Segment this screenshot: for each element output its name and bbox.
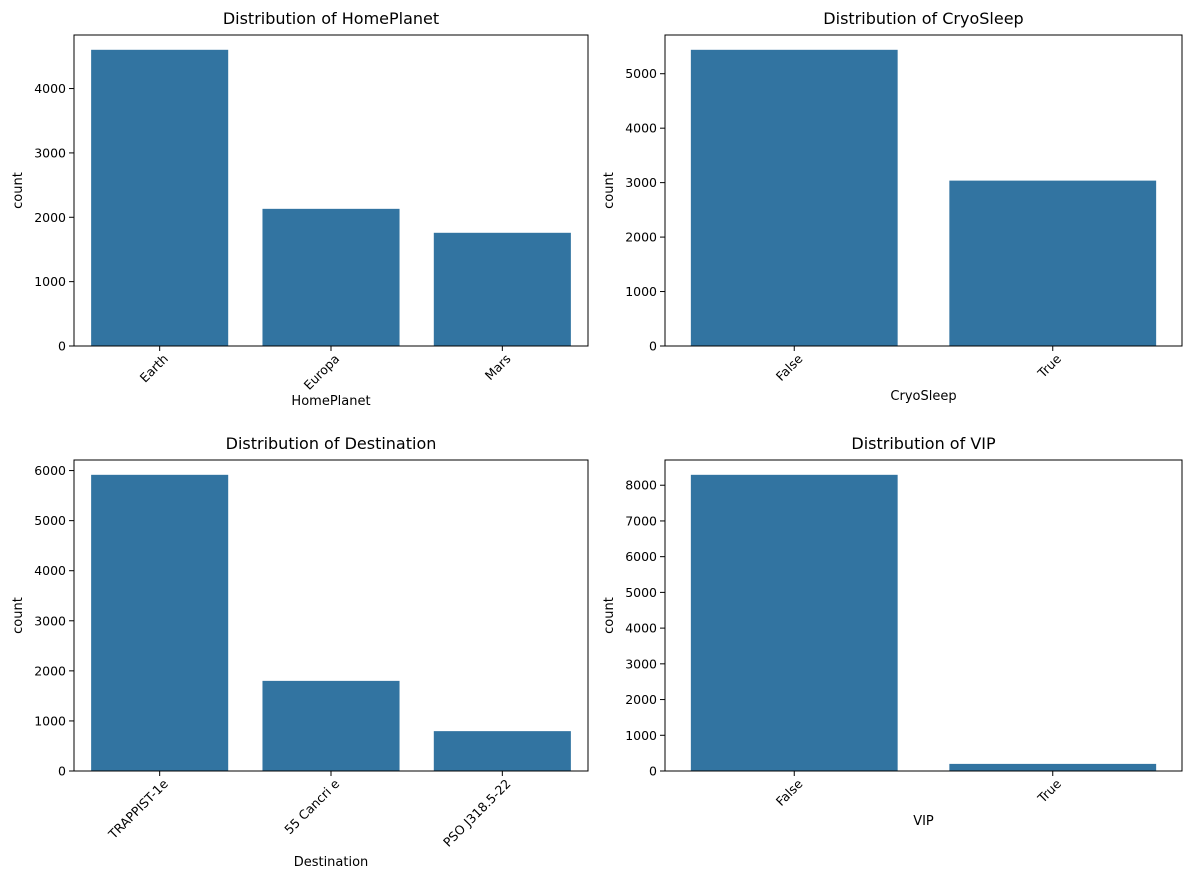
x-tick-label: False [773,351,806,384]
y-tick-label: 2000 [34,663,66,678]
x-axis-label: HomePlanet [291,394,370,409]
x-tick-label: PSO J318.5-22 [440,776,514,850]
y-tick-label: 3000 [625,656,657,671]
y-tick-label: 5000 [34,513,66,528]
subplot-vip: 0 1000 2000 3000 4000 5000 6000 7000 8000 False Tr… [602,434,1183,829]
x-tick-label: True [1034,776,1064,806]
x-tick-label: 55 Cancri e [281,776,342,837]
y-tick-label: 0 [58,339,66,354]
axes-frame [664,34,1183,347]
y-tick-label: 2000 [625,230,657,245]
y-tick-label: 4000 [625,621,657,636]
y-tick-label: 6000 [625,549,657,564]
x-tick-label: Mars [482,351,514,383]
x-tick-label: False [773,776,806,809]
subplot-destination: 0 1000 2000 3000 4000 5000 6000 TRAPPIST-1e 55 C… [11,434,589,870]
chart-title: Distribution of CryoSleep [823,9,1023,28]
chart-title: Distribution of Destination [226,434,437,453]
bar-false [690,49,898,347]
y-tick-label: 8000 [625,478,657,493]
chart-title: Distribution of HomePlanet [223,9,439,28]
axes-frame [664,459,1183,772]
y-tick-label: 2000 [625,692,657,707]
y-tick-label: 3000 [34,145,66,160]
y-axis-label: count [11,597,26,634]
bar-true [949,763,1157,771]
chart-title: Distribution of VIP [851,434,996,453]
y-tick-label: 5000 [625,585,657,600]
y-tick-label: 3000 [625,175,657,190]
x-tick-label: Earth [137,351,171,385]
y-tick-label: 2000 [34,210,66,225]
x-tick-label: True [1034,351,1064,381]
y-tick-label: 0 [58,764,66,779]
y-tick-label: 1000 [34,713,66,728]
y-tick-label: 5000 [625,66,657,81]
x-axis-label: Destination [294,855,369,870]
bar-mars [433,232,571,346]
bar-earth [91,49,229,347]
bar-false [690,474,898,771]
bar-pso-j318-5-22 [433,731,571,771]
y-tick-label: 4000 [625,121,657,136]
bar-europa [262,208,400,346]
y-tick-label: 6000 [34,463,66,478]
y-tick-label: 1000 [625,284,657,299]
x-tick-label: Europa [301,351,343,393]
x-axis-label: VIP [913,814,934,829]
y-axis-label: count [602,597,617,634]
y-tick-label: 0 [649,339,657,354]
y-tick-label: 3000 [34,613,66,628]
subplot-homeplanet: 0 1000 2000 3000 4000 Earth Europa Mars Distribu… [11,9,589,409]
bar-true [949,180,1157,346]
y-tick-label: 1000 [625,728,657,743]
y-axis-label: count [11,172,26,209]
y-tick-label: 4000 [34,81,66,96]
y-tick-label: 7000 [625,513,657,528]
bar-55-cancri-e [262,680,400,771]
y-tick-label: 4000 [34,563,66,578]
bar-trappist-1e [91,474,229,771]
x-tick-label: TRAPPIST-1e [105,776,171,842]
x-axis-label: CryoSleep [890,389,956,404]
y-tick-label: 1000 [34,274,66,289]
y-axis-label: count [602,172,617,209]
subplot-cryosleep: 0 1000 2000 3000 4000 5000 False True Distributi… [602,9,1183,404]
y-tick-label: 0 [649,764,657,779]
